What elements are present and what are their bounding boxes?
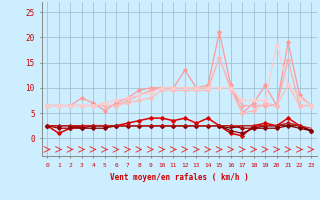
X-axis label: Vent moyen/en rafales ( km/h ): Vent moyen/en rafales ( km/h ): [110, 174, 249, 183]
